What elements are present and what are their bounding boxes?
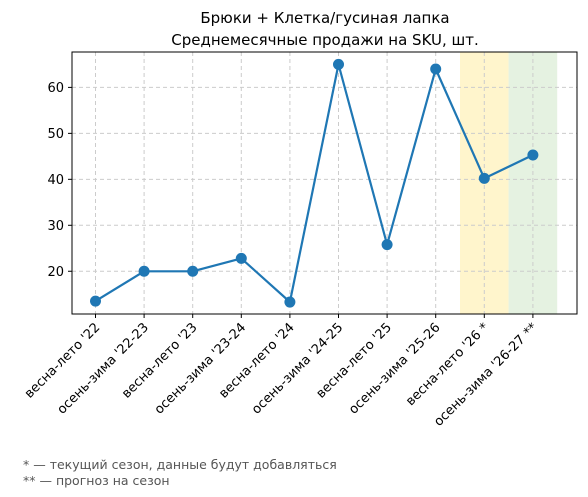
- data-point: [381, 239, 393, 251]
- y-axis: 20 30 40 50 60: [47, 81, 72, 280]
- data-point: [235, 252, 247, 264]
- x-tick-label: осень-зима '25-26: [346, 320, 443, 417]
- series-line: [90, 58, 539, 308]
- y-tick-label: 50: [47, 127, 64, 142]
- data-point: [430, 63, 442, 75]
- grid: [72, 52, 577, 314]
- y-tick-label: 20: [47, 265, 64, 280]
- chart-subtitle: Среднемесячные продажи на SKU, шт.: [171, 31, 479, 49]
- y-tick-label: 30: [47, 219, 64, 234]
- x-tick-label: весна-лето '26 *: [403, 320, 492, 409]
- data-line: [94, 63, 534, 304]
- data-point: [478, 172, 490, 184]
- data-point: [333, 58, 344, 70]
- y-tick-label: 60: [47, 81, 64, 96]
- y-tick-label: 40: [47, 173, 64, 188]
- data-point: [90, 295, 101, 307]
- data-point: [138, 265, 150, 277]
- data-point: [527, 149, 539, 161]
- x-tick-label: осень-зима '24-25: [249, 320, 346, 417]
- x-tick-label: осень-зима '23-24: [152, 320, 249, 417]
- chart-title: Брюки + Клетка/гусиная лапка: [200, 9, 449, 27]
- footnote-current-season: * — текущий сезон, данные будут добавлят…: [23, 457, 337, 472]
- highlight-band-1: [508, 52, 558, 314]
- data-point: [187, 265, 199, 277]
- footnote-forecast: ** — прогноз на сезон: [23, 473, 170, 488]
- data-point: [284, 296, 296, 308]
- plot-frame: [71, 51, 578, 315]
- x-tick-label: осень-зима '22-23: [55, 320, 152, 417]
- season-highlights: [460, 52, 558, 314]
